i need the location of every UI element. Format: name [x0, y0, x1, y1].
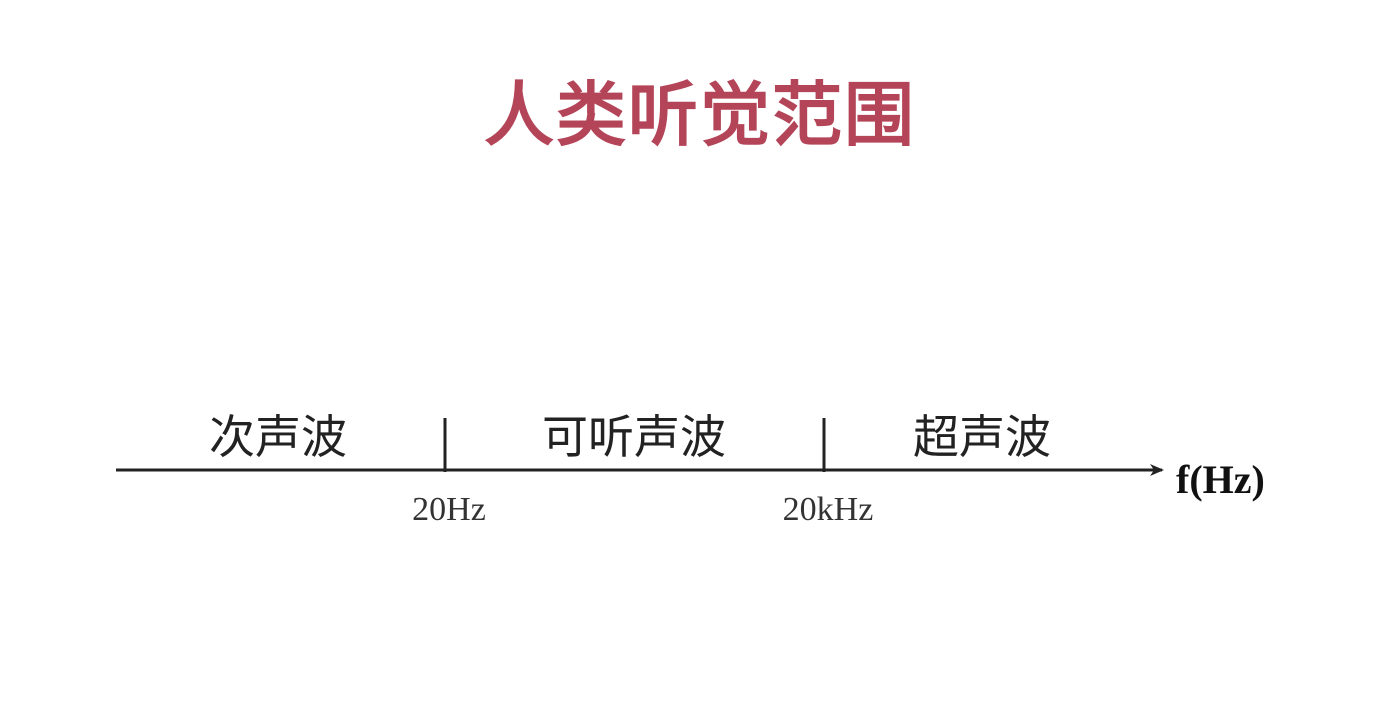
tick-label-20khz: 20kHz	[783, 491, 874, 528]
slide-title: 人类听觉范围	[484, 74, 916, 156]
axis-label-frequency: f(Hz)	[1176, 457, 1265, 502]
region-label-audible-sound: 可听声波	[542, 410, 726, 464]
region-label-infrasound: 次声波	[209, 410, 347, 464]
region-label-ultrasound: 超声波	[913, 410, 1051, 464]
tick-label-20hz: 20Hz	[412, 491, 486, 528]
